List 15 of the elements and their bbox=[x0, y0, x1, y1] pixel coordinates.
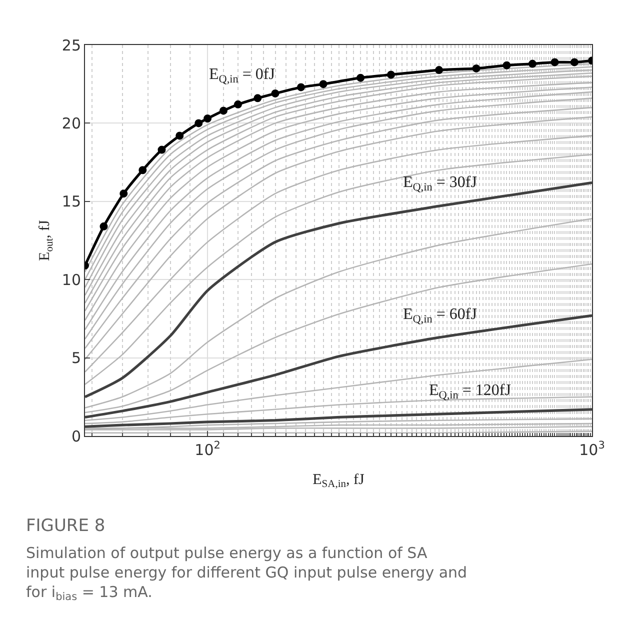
series-label: E$_{Q,in}$ = 60fJ bbox=[403, 306, 477, 326]
y-tick-label: 5 bbox=[71, 349, 81, 368]
x-axis-title: E$_{SA,in}$, fJ bbox=[312, 472, 365, 490]
x-tick-label: 10$^{3}$ bbox=[579, 440, 605, 459]
series-label: E$_{Q,in}$ = 0fJ bbox=[209, 66, 275, 86]
text: Simulation of output pulse energy as a function of SA input pulse energy for different GQ input pulse energy and for i$_{bias}$ = 13 mA. bbox=[26, 544, 468, 604]
x-tick-label: 10$^{2}$ bbox=[194, 440, 220, 459]
y-tick-label: 0 bbox=[71, 427, 81, 446]
y-tick-label: 10 bbox=[62, 270, 81, 289]
series-label: E$_{Q,in}$ = 120fJ bbox=[429, 382, 511, 402]
y-tick-label: 15 bbox=[62, 192, 81, 211]
y-tick-label: 25 bbox=[62, 36, 81, 54]
caption: FIGURE 8 bbox=[26, 516, 106, 536]
y-tick-label: 20 bbox=[62, 114, 81, 132]
series-label: E$_{Q,in}$ = 30fJ bbox=[403, 174, 477, 194]
